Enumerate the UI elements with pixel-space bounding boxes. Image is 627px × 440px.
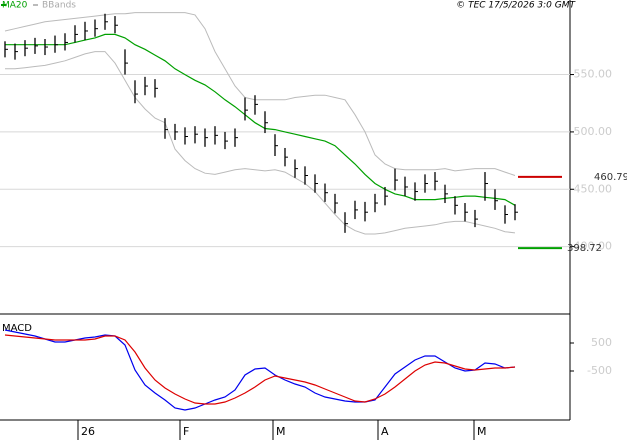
legend-entry: MA20 xyxy=(2,1,28,11)
y-tick-label: 550.00 xyxy=(574,68,613,81)
level-label: 398.72 xyxy=(567,243,602,254)
legend-swatch xyxy=(33,4,38,6)
ma-line xyxy=(5,33,516,206)
level-label: 460.79 xyxy=(594,172,627,183)
y-tick-label: 400.00 xyxy=(574,240,613,253)
credit: © TEC 17/5/2026 3:0 GMT xyxy=(456,1,576,11)
y-tick-label: -500 xyxy=(587,364,612,377)
y-tick-label: 500.00 xyxy=(574,125,613,138)
x-tick-label: M xyxy=(276,425,286,438)
y-tick-label: 450.00 xyxy=(574,182,613,195)
legend-swatch xyxy=(1,4,6,6)
x-tick-label: 26 xyxy=(81,425,95,438)
panel-title: MACD xyxy=(2,323,32,334)
x-tick-label: M xyxy=(477,425,487,438)
band-upper xyxy=(4,12,516,176)
x-tick-label: A xyxy=(381,425,389,438)
macd-line xyxy=(4,334,516,405)
band-lower xyxy=(5,51,516,235)
x-tick-label: F xyxy=(183,425,189,438)
legend-entry: BBands xyxy=(42,1,76,11)
y-tick-label: 500 xyxy=(591,336,612,349)
macd-line xyxy=(4,329,516,411)
